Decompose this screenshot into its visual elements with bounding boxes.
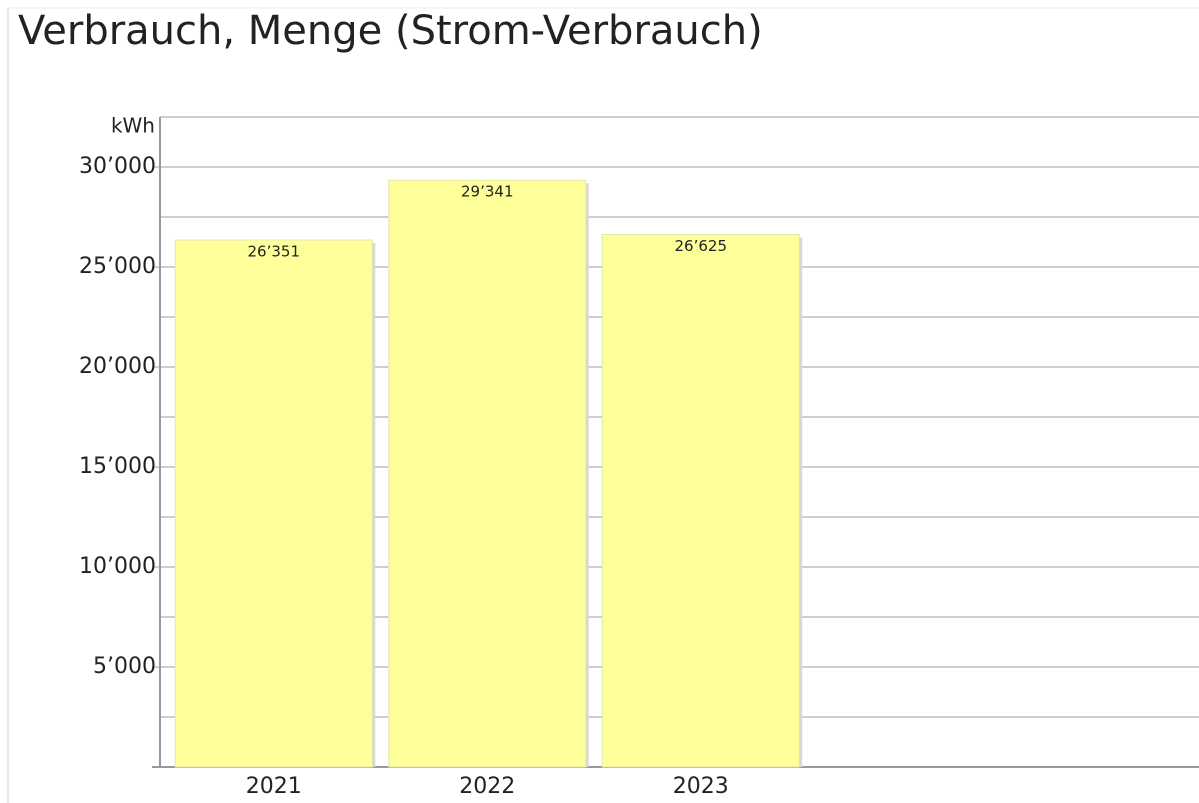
x-tick-label: 2022 (459, 774, 515, 799)
data-label: 26’625 (675, 237, 728, 255)
y-tick-label: 15’000 (79, 454, 156, 479)
x-tick-label: 2023 (673, 774, 729, 799)
data-label: 26’351 (248, 242, 301, 260)
y-tick-label: 20’000 (79, 354, 156, 379)
x-tick-label: 2021 (246, 774, 302, 799)
y-tick-label: 5’000 (93, 654, 156, 679)
bar (388, 179, 587, 768)
y-axis-label: kWh (111, 114, 155, 138)
y-tick-label: 30’000 (79, 154, 156, 179)
y-tick-label: 25’000 (79, 254, 156, 279)
bar (174, 239, 373, 768)
y-tick-label: 10’000 (79, 554, 156, 579)
bar (601, 234, 800, 768)
data-label: 29’341 (461, 183, 514, 201)
chart-title: Verbrauch, Menge (Strom-Verbrauch) (18, 8, 763, 54)
